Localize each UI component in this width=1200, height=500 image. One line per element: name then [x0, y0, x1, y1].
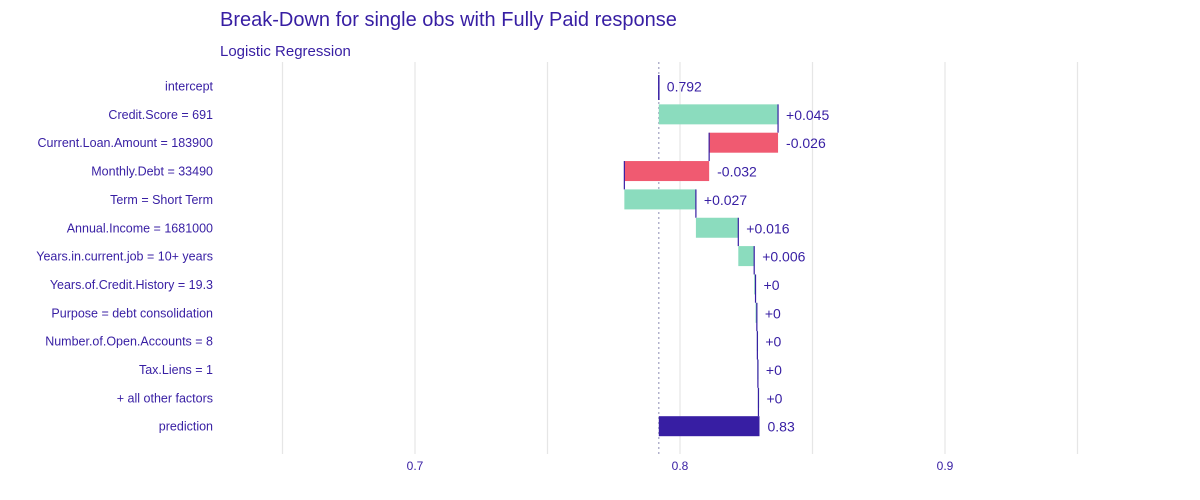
value-label: +0: [766, 362, 782, 378]
variable-label: intercept: [165, 80, 213, 94]
contribution-bar: [695, 217, 739, 238]
variable-label: + all other factors: [117, 391, 213, 405]
contribution-bar: [755, 302, 757, 323]
contribution-bar: [658, 104, 779, 125]
variable-label: Term = Short Term: [110, 193, 213, 207]
contribution-bar: [624, 189, 696, 210]
value-label: +0: [765, 334, 781, 350]
value-label: 0.83: [768, 419, 795, 435]
value-label: +0.045: [786, 107, 829, 123]
chart-title: Break-Down for single obs with Fully Pai…: [220, 9, 677, 31]
variable-label: Credit.Score = 691: [108, 108, 213, 122]
x-tick-label: 0.7: [407, 459, 424, 473]
chart-subtitle: Logistic Regression: [220, 43, 351, 60]
variable-label: Years.in.current.job = 10+ years: [36, 250, 213, 264]
value-label: +0.006: [762, 249, 805, 265]
grid-lines: [281, 62, 1079, 454]
value-label: +0.027: [704, 192, 747, 208]
value-label: +0: [765, 305, 781, 321]
contribution-bar: [738, 246, 755, 267]
x-tick-label: 0.8: [672, 459, 689, 473]
variable-label: Monthly.Debt = 33490: [91, 165, 213, 179]
contribution-bar: [658, 416, 760, 437]
variable-label: Purpose = debt consolidation: [51, 306, 213, 320]
variable-label: Tax.Liens = 1: [139, 363, 213, 377]
variable-label: Years.of.Credit.History = 19.3: [50, 278, 213, 292]
value-label: 0.792: [667, 79, 702, 95]
value-label: -0.032: [717, 164, 757, 180]
value-label: +0.016: [746, 220, 789, 236]
variable-label: Current.Loan.Amount = 183900: [38, 136, 214, 150]
x-tick-label: 0.9: [937, 459, 954, 473]
contribution-bar: [754, 274, 756, 295]
value-label: -0.026: [786, 135, 826, 151]
variable-label: prediction: [159, 420, 213, 434]
variable-label: Annual.Income = 1681000: [67, 221, 213, 235]
value-label: +0: [764, 277, 780, 293]
variable-label: Number.of.Open.Accounts = 8: [45, 335, 213, 349]
labels: 0.7 0.8 0.9 intercept 0.792 Credit.Score = 69…: [36, 79, 953, 474]
value-label: +0: [766, 390, 782, 406]
bars: [623, 75, 779, 437]
contribution-bar: [709, 132, 779, 153]
contribution-bar: [624, 161, 710, 182]
